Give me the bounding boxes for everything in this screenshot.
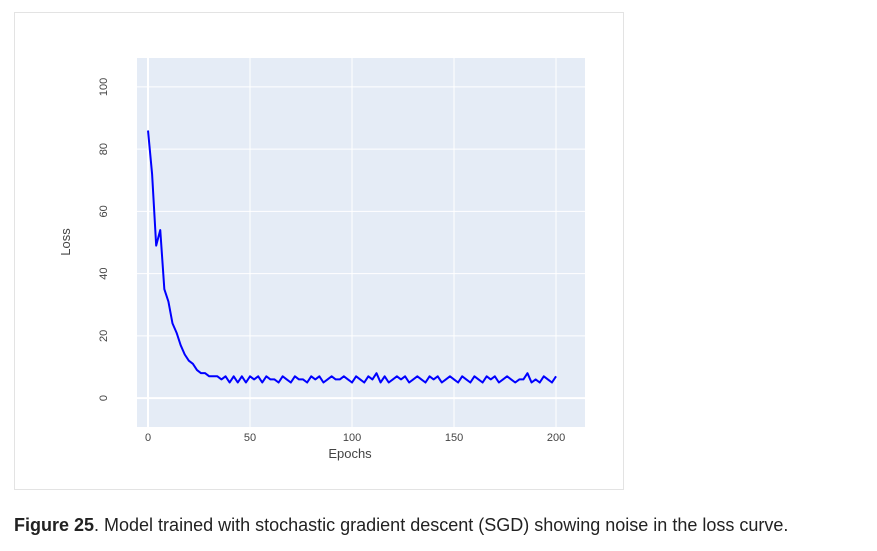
loss-line	[147, 130, 557, 384]
y-tick-label: 100	[98, 78, 110, 96]
x-tick-label: 200	[547, 432, 565, 444]
y-tick-label: 40	[98, 267, 110, 279]
y-tick-label: 0	[98, 395, 110, 401]
y-tick-label: 20	[98, 330, 110, 342]
y-tick-label: 80	[98, 143, 110, 155]
x-tick-label: 150	[445, 432, 463, 444]
chart: Epochs Loss 0 20 40 60 80 100 0 50 100 150 200	[58, 58, 585, 461]
y-tick-label: 60	[98, 205, 110, 217]
figure-frame	[14, 12, 624, 490]
x-axis-title: Epochs	[328, 446, 372, 461]
x-tick-label: 50	[244, 432, 256, 444]
plot-area	[137, 58, 585, 427]
x-tick-label: 0	[145, 432, 151, 444]
caption-label: Figure 25	[14, 515, 95, 535]
caption-text: . Model trained with stochastic gradient…	[94, 515, 789, 535]
x-tick-label: 100	[343, 432, 361, 444]
y-axis-title: Loss	[58, 228, 73, 256]
caption: Figure 25. Model trained with stochastic…	[14, 515, 788, 536]
